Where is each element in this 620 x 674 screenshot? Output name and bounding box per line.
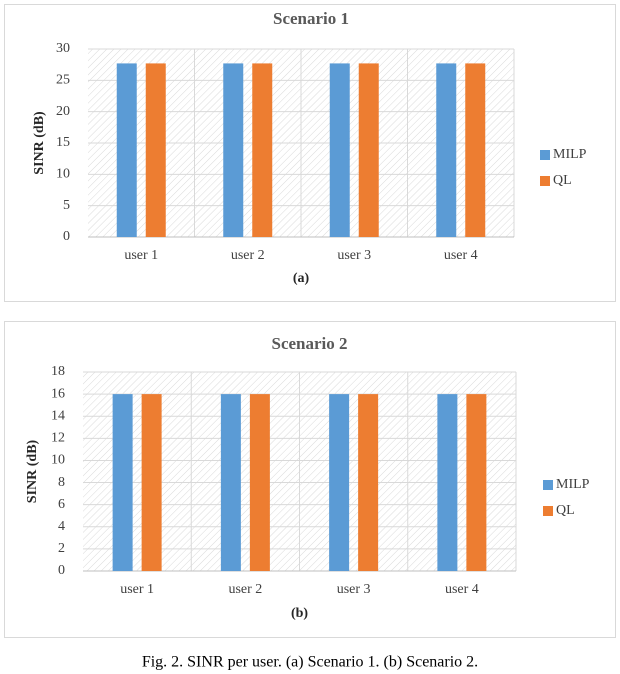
y-tick-label: 25 (56, 73, 70, 88)
bar (358, 63, 379, 238)
legend-swatch (543, 506, 553, 516)
legend-label: QL (556, 503, 575, 518)
bar (329, 63, 350, 238)
panel-label: (b) (291, 606, 308, 621)
bar (141, 394, 162, 571)
bar (358, 394, 379, 571)
caption: Fig. 2. SINR per user. (a) Scenario 1. (… (142, 654, 478, 671)
y-tick-label: 8 (58, 475, 65, 490)
y-tick-label: 0 (58, 563, 65, 578)
x-tick-label: user 1 (120, 582, 154, 597)
x-tick-label: user 4 (444, 248, 478, 263)
bar (329, 394, 350, 571)
legend-swatch (540, 176, 550, 186)
y-tick-label: 0 (63, 229, 70, 244)
bar (145, 63, 166, 238)
y-tick-label: 12 (51, 431, 65, 446)
bar (249, 394, 270, 571)
y-tick-label: 18 (51, 364, 65, 379)
y-tick-label: 14 (51, 408, 65, 423)
bar (465, 63, 486, 238)
legend-label: MILP (556, 477, 590, 492)
bar (436, 63, 457, 238)
y-tick-label: 4 (58, 519, 65, 534)
x-tick-label: user 1 (124, 248, 158, 263)
bar (466, 394, 487, 571)
bar (252, 63, 273, 238)
chart-title: Scenario 1 (273, 9, 349, 28)
y-tick-label: 6 (58, 497, 65, 512)
bar (223, 63, 244, 238)
x-tick-label: user 2 (231, 248, 265, 263)
x-tick-label: user 3 (337, 582, 371, 597)
bar (112, 394, 133, 571)
legend-swatch (543, 480, 553, 490)
y-tick-label: 16 (51, 386, 65, 401)
y-axis-label: SINR (dB) (25, 439, 40, 503)
x-tick-label: user 4 (445, 582, 479, 597)
legend-swatch (540, 150, 550, 160)
y-tick-label: 5 (63, 198, 70, 213)
bar (437, 394, 458, 571)
legend-label: QL (553, 173, 572, 188)
bar (220, 394, 241, 571)
legend-label: MILP (553, 147, 587, 162)
y-tick-label: 15 (56, 135, 70, 150)
chart-title: Scenario 2 (271, 334, 347, 353)
y-tick-label: 10 (51, 453, 65, 468)
y-tick-label: 10 (56, 167, 70, 182)
y-tick-label: 2 (58, 541, 65, 556)
y-tick-label: 20 (56, 104, 70, 119)
y-tick-label: 30 (56, 41, 70, 56)
panel-label: (a) (293, 271, 310, 286)
bar (116, 63, 137, 238)
x-tick-label: user 3 (337, 248, 371, 263)
y-axis-label: SINR (dB) (32, 111, 47, 175)
x-tick-label: user 2 (228, 582, 262, 597)
